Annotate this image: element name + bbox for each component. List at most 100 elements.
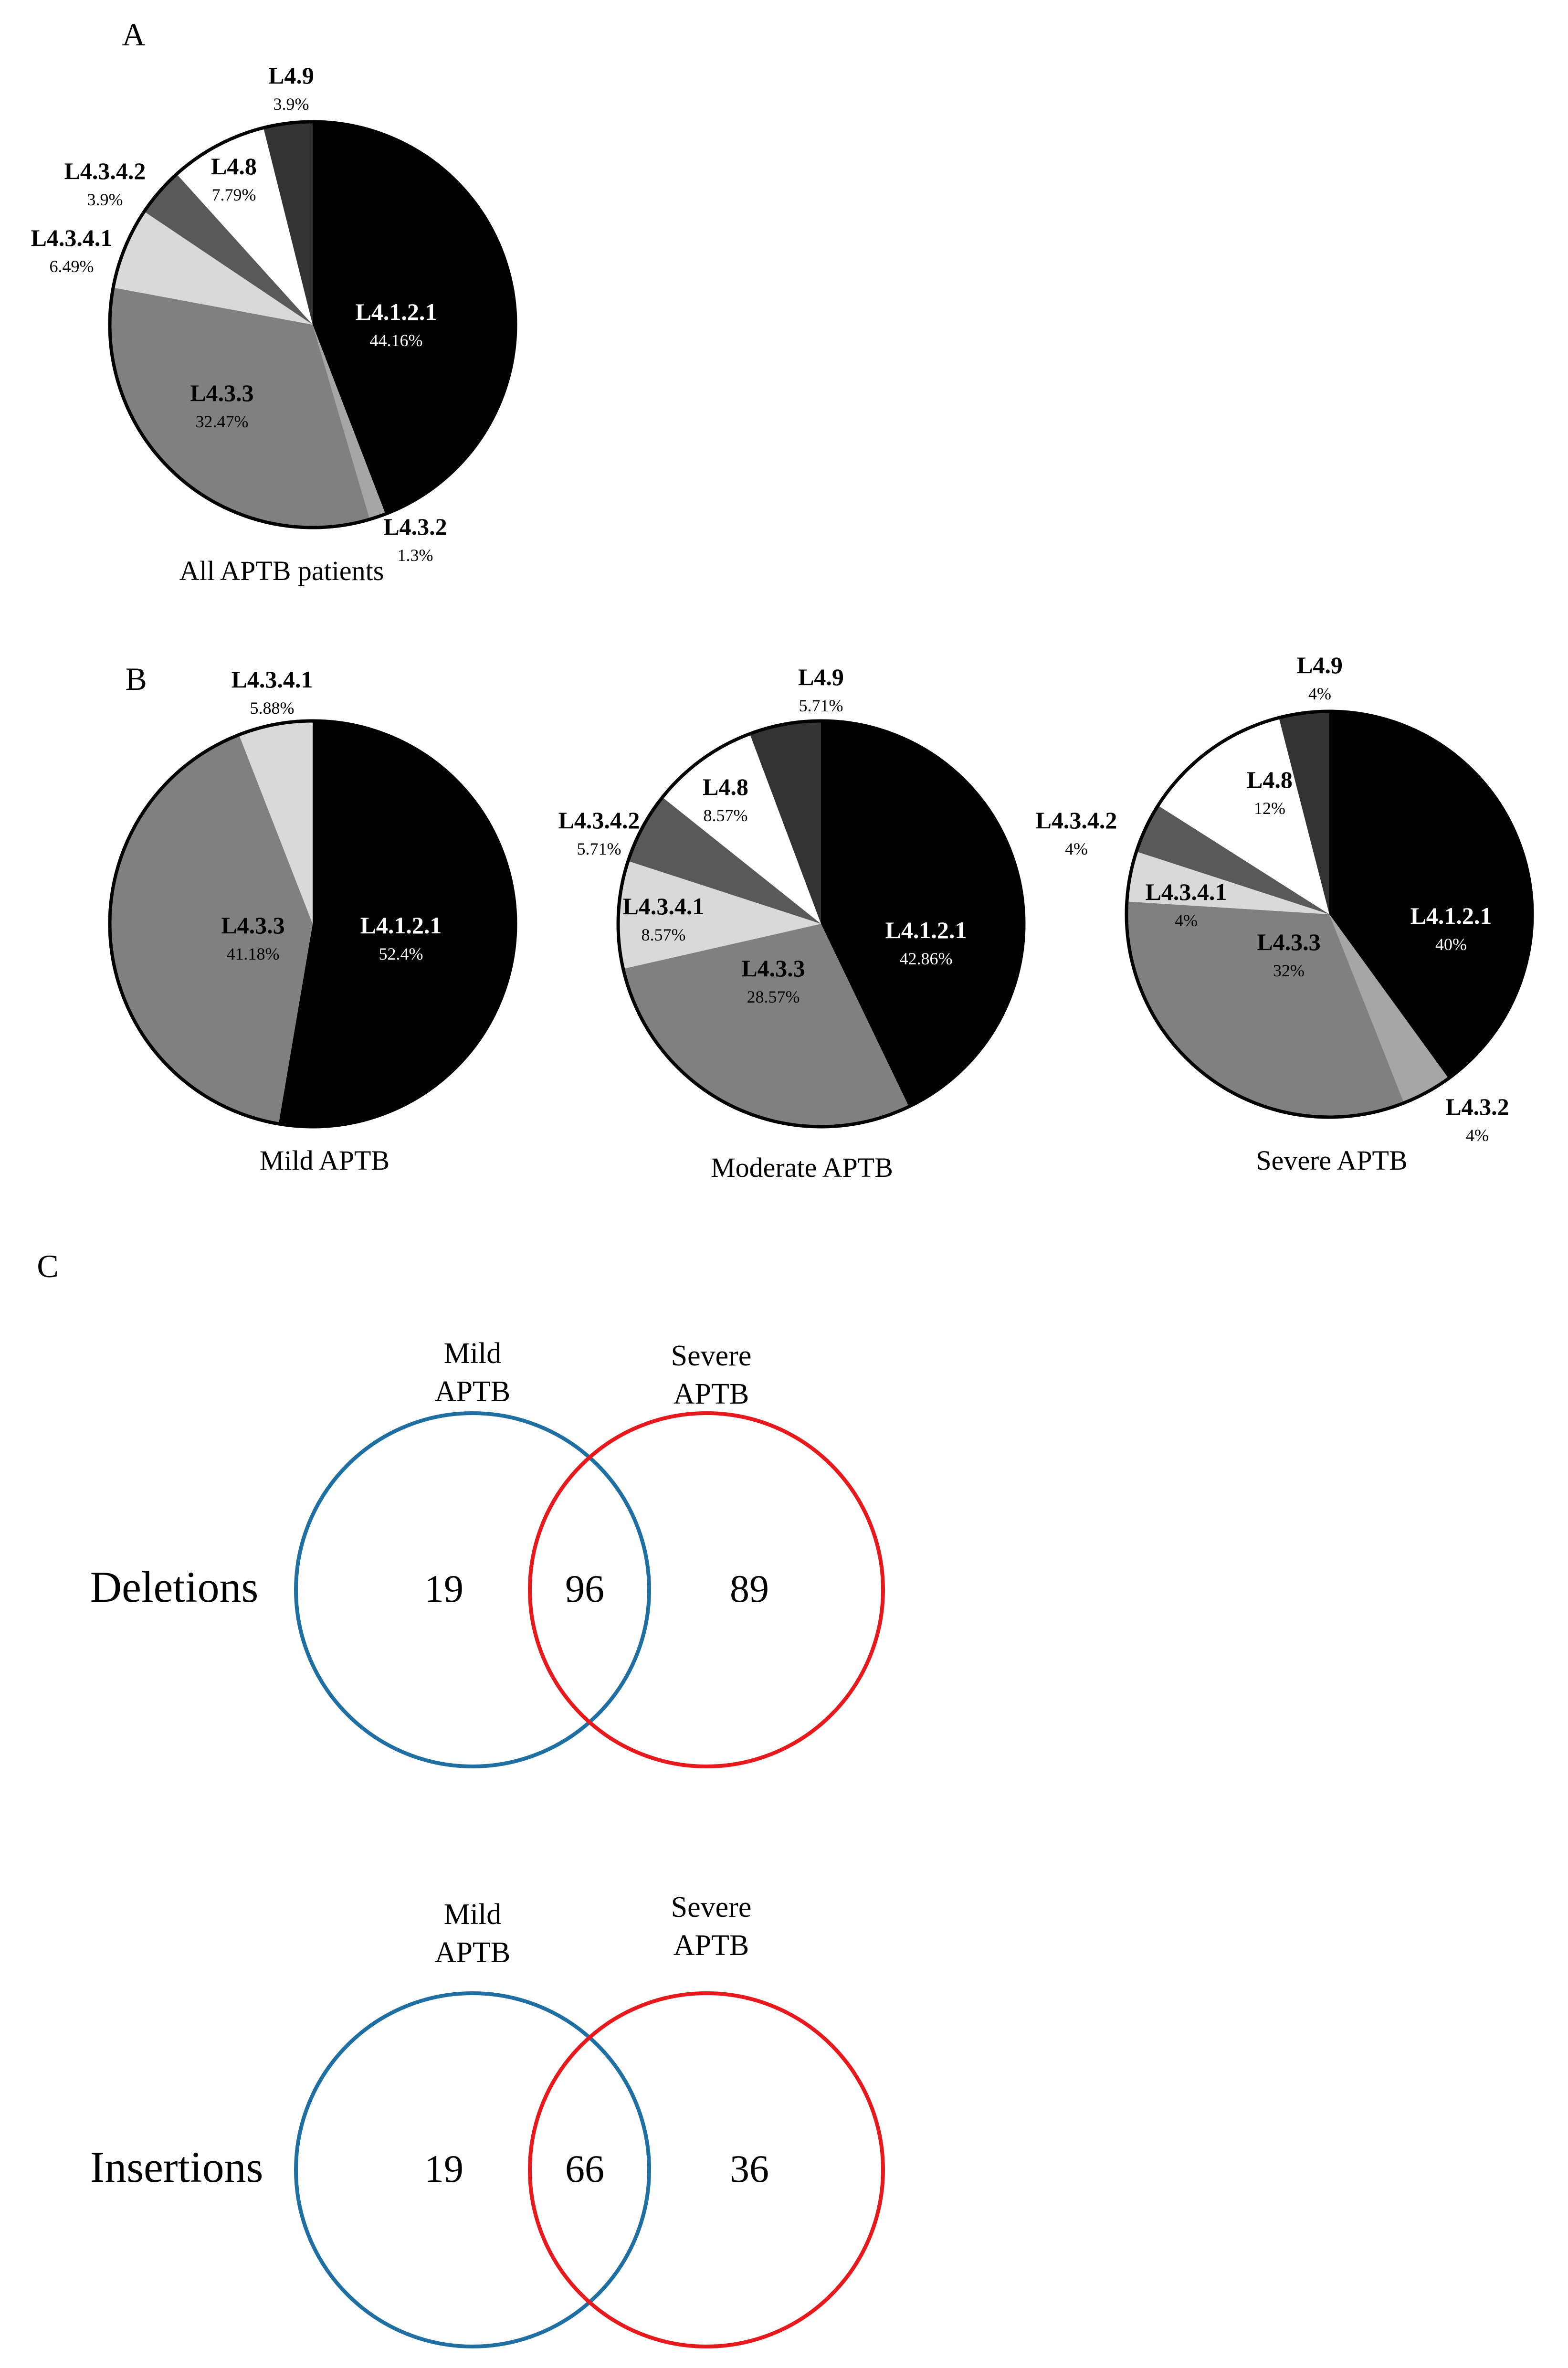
slice-label-L4.3.3: L4.3.3 (190, 380, 253, 406)
pie-slice-L4.1.2.1 (1329, 711, 1532, 1078)
venn-count-overlap: 96 (565, 1567, 604, 1610)
pie-outline (108, 120, 517, 529)
venn-circle-mild (294, 1991, 651, 2348)
slice-label-L4.8: L4.8 (703, 773, 748, 800)
slice-percent-L4.9: 4% (1308, 684, 1331, 703)
slice-label-L4.3.4.1: L4.3.4.1 (1146, 878, 1227, 905)
pie-slice-L4.3.4.1 (1126, 851, 1329, 914)
slice-label-L4.3.4.2: L4.3.4.2 (64, 158, 146, 184)
pie-slice-L4.1.2.1 (313, 121, 516, 514)
slice-label-L4.3.4.1: L4.3.4.1 (623, 893, 705, 920)
slice-label-L4.9: L4.9 (798, 664, 844, 690)
pie-slice-L4.3.4.2 (1136, 805, 1329, 914)
pie-slice-L4.9 (749, 721, 821, 924)
panel-letter-A: A (122, 16, 145, 53)
pie-slice-L4.8 (1158, 718, 1329, 914)
pie-chart-severe-aptb: L4.1.2.1 40% L4.3.2 4% L4.3.3 32% L4.3.4.1 4% L4… (1036, 652, 1534, 1176)
slice-percent-L4.3.3: 28.57% (747, 987, 800, 1006)
panel-letter-B: B (125, 661, 147, 697)
pie-slice-L4.3.4.1 (618, 861, 821, 969)
slice-percent-L4.3.4.1: 5.88% (250, 698, 295, 718)
slice-label-L4.3.3: L4.3.3 (741, 955, 805, 982)
pie-chart-all-aptb-patients: L4.1.2.1 44.16% L4.3.2 1.3% L4.3.3 32.47% L4.3… (31, 62, 517, 586)
slice-label-L4.1.2.1: L4.1.2.1 (1410, 902, 1492, 929)
slice-label-L4.3.4.2: L4.3.4.2 (1036, 807, 1117, 834)
pie-slice-L4.8 (177, 127, 313, 325)
venn-circle-severe (528, 1411, 885, 1768)
slice-label-L4.1.2.1: L4.1.2.1 (356, 298, 437, 325)
venn-count-overlap: 66 (565, 2147, 604, 2190)
venn-count-mild-only: 19 (424, 1567, 463, 1610)
slice-percent-L4.1.2.1: 40% (1435, 935, 1467, 954)
venn-set-label-severe: APTB (674, 1929, 749, 1962)
venn-count-severe-only: 36 (730, 2147, 769, 2190)
pie-slice-L4.3.3 (109, 735, 313, 1124)
pie-slice-L4.3.3 (1126, 901, 1404, 1118)
pie-slice-L4.3.4.2 (628, 797, 821, 924)
venn-set-label-mild: APTB (435, 1375, 510, 1408)
slice-percent-L4.3.4.2: 4% (1065, 839, 1088, 858)
slice-label-L4.3.3: L4.3.3 (221, 912, 284, 939)
pie-title: Severe APTB (1256, 1145, 1407, 1176)
pie-outline (1125, 709, 1534, 1119)
venn-row-label: Deletions (90, 1563, 259, 1611)
pie-slice-L4.9 (263, 122, 313, 325)
slice-percent-L4.9: 3.9% (274, 95, 309, 114)
slice-label-L4.8: L4.8 (1247, 766, 1293, 793)
pie-slice-L4.1.2.1 (278, 721, 516, 1127)
pie-slice-L4.3.3 (623, 924, 909, 1127)
slice-percent-L4.3.2: 4% (1466, 1126, 1489, 1145)
slice-percent-L4.3.3: 32.47% (196, 412, 249, 431)
slice-label-L4.1.2.1: L4.1.2.1 (885, 917, 967, 943)
venn-count-severe-only: 89 (730, 1567, 769, 1610)
slice-label-L4.3.4.1: L4.3.4.1 (232, 666, 313, 693)
slice-label-L4.3.2: L4.3.2 (1445, 1093, 1509, 1120)
slice-label-L4.8: L4.8 (211, 153, 257, 180)
slice-percent-L4.3.3: 41.18% (227, 944, 280, 963)
slice-percent-L4.3.3: 32% (1273, 961, 1305, 980)
slice-percent-L4.1.2.1: 52.4% (379, 944, 423, 963)
pie-chart-moderate-aptb: L4.1.2.1 42.86% L4.3.3 28.57% L4.3.4.1 8.57% L… (558, 664, 1026, 1183)
slice-percent-L4.1.2.1: 44.16% (370, 331, 423, 350)
slice-percent-L4.3.2: 1.3% (398, 546, 433, 565)
slice-percent-L4.3.4.1: 8.57% (642, 925, 686, 944)
venn-set-label-mild: Mild (444, 1337, 502, 1370)
slice-percent-L4.8: 12% (1254, 799, 1285, 818)
slice-label-L4.3.4.1: L4.3.4.1 (31, 224, 113, 251)
slice-label-L4.9: L4.9 (268, 62, 314, 89)
venn-set-label-severe: Severe (671, 1340, 752, 1372)
venn-set-label-mild: APTB (435, 1936, 510, 1969)
slice-percent-L4.9: 5.71% (799, 696, 843, 715)
pie-slice-L4.1.2.1 (821, 721, 1024, 1107)
pie-chart-mild-aptb: L4.1.2.1 52.4% L4.3.3 41.18% L4.3.4.1 5.88% Mi… (108, 666, 517, 1176)
slice-label-L4.3.2: L4.3.2 (383, 513, 447, 540)
venn-circle-severe (528, 1991, 885, 2348)
venn-row-label: Insertions (90, 2143, 263, 2191)
venn-deletions: Mild APTB Severe APTB Deletions 19 96 89 (90, 1337, 885, 1768)
slice-percent-L4.3.4.1: 6.49% (50, 257, 94, 276)
slice-percent-L4.8: 7.79% (212, 185, 256, 204)
venn-set-label-severe: APTB (674, 1378, 749, 1410)
pie-outline (108, 719, 517, 1129)
slice-percent-L4.3.4.2: 5.71% (577, 839, 621, 858)
pie-title: Moderate APTB (711, 1152, 893, 1183)
pie-slice-L4.3.4.2 (144, 174, 313, 325)
pie-title: Mild APTB (260, 1145, 389, 1176)
venn-set-label-severe: Severe (671, 1891, 752, 1924)
pie-slice-L4.9 (1279, 711, 1329, 914)
pie-title: All APTB patients (179, 555, 384, 586)
venn-insertions: Mild APTB Severe APTB Insertions 19 66 36 (90, 1891, 885, 2348)
slice-label-L4.3.3: L4.3.3 (1257, 929, 1320, 955)
slice-percent-L4.3.4.2: 3.9% (87, 190, 123, 209)
pie-slice-L4.3.3 (109, 287, 370, 528)
slice-percent-L4.1.2.1: 42.86% (900, 949, 953, 968)
venn-set-label-mild: Mild (444, 1898, 502, 1931)
pie-slice-L4.3.4.1 (239, 720, 313, 924)
pie-slice-L4.3.4.1 (113, 211, 313, 325)
slice-label-L4.9: L4.9 (1297, 652, 1343, 678)
venn-count-mild-only: 19 (424, 2147, 463, 2190)
slice-label-L4.1.2.1: L4.1.2.1 (360, 912, 442, 939)
venn-circle-mild (294, 1411, 651, 1768)
panel-letter-C: C (37, 1248, 58, 1284)
